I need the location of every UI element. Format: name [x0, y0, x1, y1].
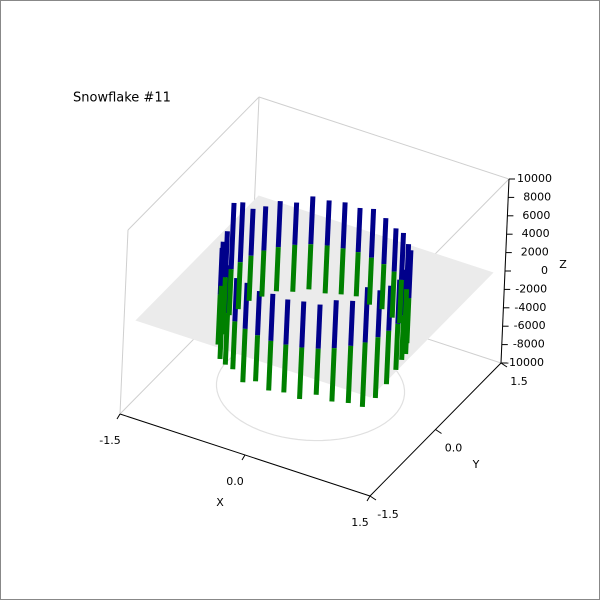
- tick-label: 1.5: [351, 516, 369, 529]
- stem: [362, 287, 371, 343]
- tick-label: -2000: [515, 282, 547, 295]
- stem: [306, 244, 314, 290]
- tick-mark: [366, 495, 371, 502]
- stem: [237, 202, 246, 263]
- stem: [372, 337, 381, 399]
- stem: [393, 323, 401, 370]
- chart-title: Snowflake #11: [73, 91, 171, 106]
- tick-mark: [116, 413, 121, 420]
- stem: [368, 208, 377, 258]
- stem: [398, 232, 406, 280]
- stem: [292, 202, 300, 245]
- stem: [275, 200, 283, 248]
- zero-plane: [135, 195, 494, 398]
- stem: [397, 279, 404, 324]
- stem: [381, 218, 389, 265]
- tick-label: -6000: [514, 319, 546, 332]
- stem: [386, 285, 394, 331]
- stem: [389, 271, 397, 318]
- tick-label: 6000: [522, 209, 550, 222]
- stem: [273, 246, 281, 292]
- stem: [366, 257, 374, 305]
- pane-edge: [119, 229, 129, 415]
- stem: [281, 344, 289, 393]
- stem: [232, 278, 240, 322]
- stem: [375, 290, 383, 338]
- stem: [226, 269, 234, 316]
- stem: [215, 294, 223, 345]
- stem: [404, 298, 412, 344]
- tick-label: 1.5: [510, 375, 528, 388]
- stem: [315, 304, 323, 349]
- stem: [359, 342, 368, 407]
- tick-label: -1.5: [377, 508, 398, 521]
- tick-mark: [241, 454, 246, 461]
- axis-label: X: [216, 496, 224, 509]
- stem: [248, 208, 256, 256]
- stem: [261, 206, 269, 251]
- stem: [255, 291, 262, 336]
- stem: [266, 340, 274, 391]
- stem: [324, 200, 332, 246]
- stem: [217, 303, 225, 360]
- tick-label: 2000: [521, 246, 549, 259]
- tick-label: -4000: [514, 301, 546, 314]
- tick-label: 0.0: [226, 475, 244, 488]
- axis-label: Y: [472, 458, 480, 471]
- stem: [383, 330, 392, 385]
- tick-label: -8000: [513, 338, 545, 351]
- stem: [355, 207, 363, 253]
- stem: [228, 202, 237, 270]
- stem: [268, 293, 276, 341]
- stem: [348, 300, 356, 347]
- stem: [329, 348, 337, 402]
- pane-edge: [258, 96, 510, 180]
- stem: [353, 252, 361, 297]
- stem: [345, 345, 354, 404]
- stem: [242, 282, 250, 329]
- stem: [240, 328, 248, 383]
- tick-label: 0.0: [445, 442, 463, 455]
- tick-label: -10000: [505, 356, 544, 369]
- stem: [308, 196, 316, 245]
- pane-edge: [127, 96, 260, 231]
- stem: [253, 335, 261, 382]
- tick-label: 8000: [523, 190, 551, 203]
- stem: [283, 299, 291, 345]
- stem: [259, 250, 267, 297]
- stem: [230, 321, 238, 370]
- stem: [313, 348, 321, 395]
- tick-mark: [500, 362, 508, 368]
- stem: [379, 264, 387, 310]
- stem: [338, 248, 346, 295]
- tick-label: -1.5: [99, 434, 120, 447]
- tick-label: 0: [541, 264, 548, 277]
- stem: [235, 262, 243, 310]
- stem: [331, 300, 339, 349]
- stem: [222, 313, 231, 365]
- stem: [402, 289, 410, 338]
- stem: [297, 347, 305, 400]
- tick-mark: [435, 429, 442, 434]
- stem: [404, 243, 412, 290]
- tick-label: 4000: [522, 227, 550, 240]
- stem: [299, 301, 307, 348]
- stem: [290, 244, 298, 292]
- stem: [406, 250, 414, 299]
- axis-label: Z: [559, 258, 567, 271]
- stem: [391, 228, 399, 272]
- stem: [322, 245, 330, 294]
- tick-label: 10000: [517, 172, 552, 185]
- tick-mark: [369, 495, 377, 501]
- stem: [340, 202, 348, 249]
- stem: [246, 255, 254, 301]
